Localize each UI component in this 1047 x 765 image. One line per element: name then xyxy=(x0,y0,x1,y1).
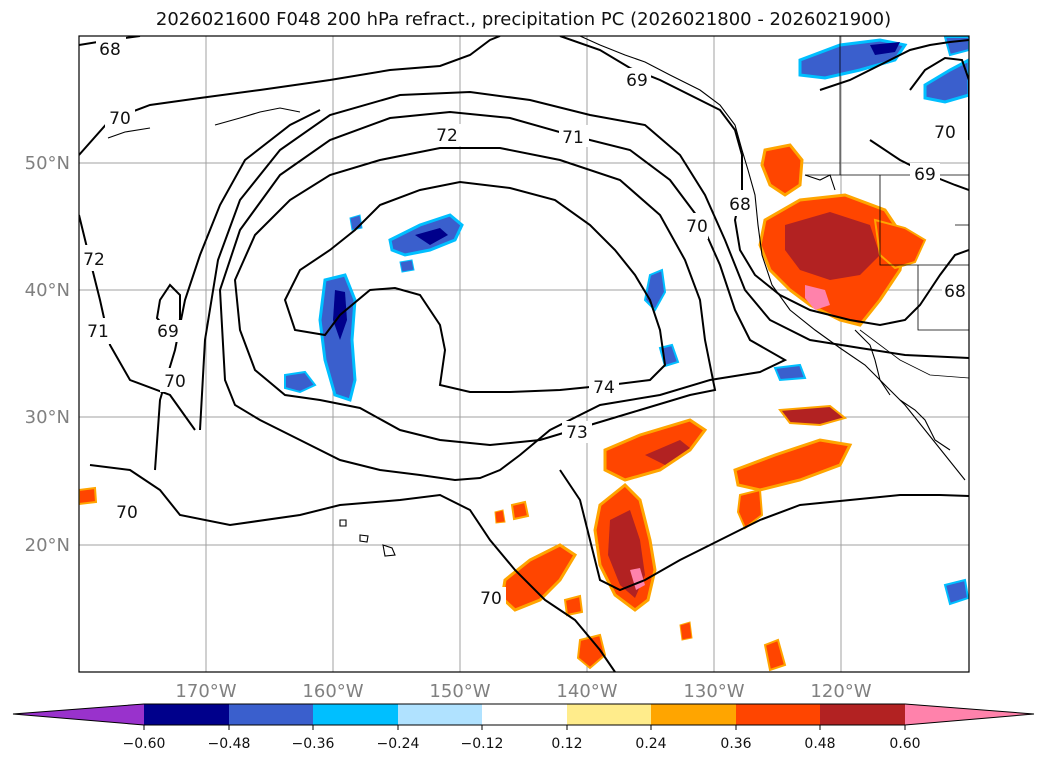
lat-label-30n: 30°N xyxy=(25,407,70,428)
colorbar-segment-6 xyxy=(567,704,651,725)
contour-label-74: 74 xyxy=(593,378,615,398)
anomaly-south xyxy=(500,543,578,612)
lat-label-40n: 40°N xyxy=(25,280,70,301)
contour-74 xyxy=(283,180,667,393)
contour-labels: 68 69 70 72 71 68 70 69 70 72 71 69 70 xyxy=(80,36,969,609)
contour-69-northeast xyxy=(559,36,969,327)
colorbar-extend-max xyxy=(905,704,1034,725)
colorbar-tick-2: −0.48 xyxy=(208,736,251,752)
contour-label-70-n: 70 xyxy=(109,109,131,129)
colorbar-tick-5: −0.12 xyxy=(461,736,504,752)
contour-label-69-w: 69 xyxy=(157,322,179,342)
colorbar-segment-8 xyxy=(736,704,820,725)
colorbar-segment-2 xyxy=(229,704,313,725)
positive-anomaly-areas xyxy=(79,143,927,672)
longitude-labels: 170°W 160°W 150°W 140°W 130°W 120°W xyxy=(175,681,871,702)
contour-label-70-ne: 70 xyxy=(934,123,956,143)
colorbar-segment-7 xyxy=(651,704,736,725)
lat-label-50n: 50°N xyxy=(25,153,70,174)
lon-label-120w: 120°W xyxy=(810,681,871,702)
colorbar-tick-8: 0.36 xyxy=(720,736,751,752)
map-frame xyxy=(78,35,970,673)
colorbar: −0.60 −0.48 −0.36 −0.24 −0.12 0.12 0.24 … xyxy=(12,703,1035,752)
colorbar-tick-7: 0.24 xyxy=(635,736,666,752)
contour-70-north xyxy=(79,36,501,156)
contour-label-70-w: 70 xyxy=(164,372,186,392)
contour-label-69-ne: 69 xyxy=(914,165,936,185)
lon-label-170w: 170°W xyxy=(175,681,236,702)
political-borders xyxy=(805,36,969,379)
latitude-labels: 50°N 40°N 30°N 20°N xyxy=(25,153,70,556)
contour-label-69-nw: 69 xyxy=(626,71,648,91)
contour-label-68-e: 68 xyxy=(944,282,966,302)
colorbar-segment-5 xyxy=(482,704,567,725)
contour-label-72-w: 72 xyxy=(83,250,105,270)
contour-72 xyxy=(218,110,788,482)
contour-label-70-sw: 70 xyxy=(116,503,138,523)
colorbar-segment-4 xyxy=(398,704,482,725)
contour-70-east xyxy=(559,469,969,592)
map-title: 2026021600 F048 200 hPa refract., precip… xyxy=(155,9,892,30)
lat-label-20n: 20°N xyxy=(25,535,70,556)
colorbar-tick-6: 0.12 xyxy=(551,736,582,752)
contour-73 xyxy=(233,147,717,447)
lon-label-160w: 160°W xyxy=(302,681,363,702)
colorbar-tick-4: −0.24 xyxy=(377,736,420,752)
lon-label-140w: 140°W xyxy=(556,681,617,702)
lon-label-150w: 150°W xyxy=(429,681,490,702)
colorbar-tick-1: −0.60 xyxy=(123,736,166,752)
contour-label-72-n: 72 xyxy=(436,126,458,146)
lon-label-130w: 130°W xyxy=(683,681,744,702)
contour-label-71-n: 71 xyxy=(562,128,584,148)
contour-label-73: 73 xyxy=(566,423,588,443)
anomaly-central-pacific xyxy=(318,273,357,402)
colorbar-tick-3: −0.36 xyxy=(292,736,335,752)
colorbar-segment-1 xyxy=(144,704,229,725)
anomaly-streak-1 xyxy=(603,418,708,482)
contour-label-70-s: 70 xyxy=(480,589,502,609)
colorbar-tick-10: 0.60 xyxy=(889,736,920,752)
contour-71 xyxy=(199,90,969,431)
contour-label-71-w: 71 xyxy=(87,322,109,342)
anomaly-streak-2 xyxy=(733,438,853,492)
colorbar-extend-min xyxy=(13,704,144,725)
contour-70-south xyxy=(89,464,616,672)
coastlines xyxy=(107,36,966,557)
contour-label-68-nw: 68 xyxy=(99,40,121,60)
contour-label-70-coast: 70 xyxy=(686,217,708,237)
contour-69-ne-2 xyxy=(819,39,969,91)
colorbar-segment-9 xyxy=(820,704,905,725)
contour-label-68-coast: 68 xyxy=(729,195,751,215)
colorbar-segment-3 xyxy=(313,704,398,725)
colorbar-tick-9: 0.48 xyxy=(804,736,835,752)
